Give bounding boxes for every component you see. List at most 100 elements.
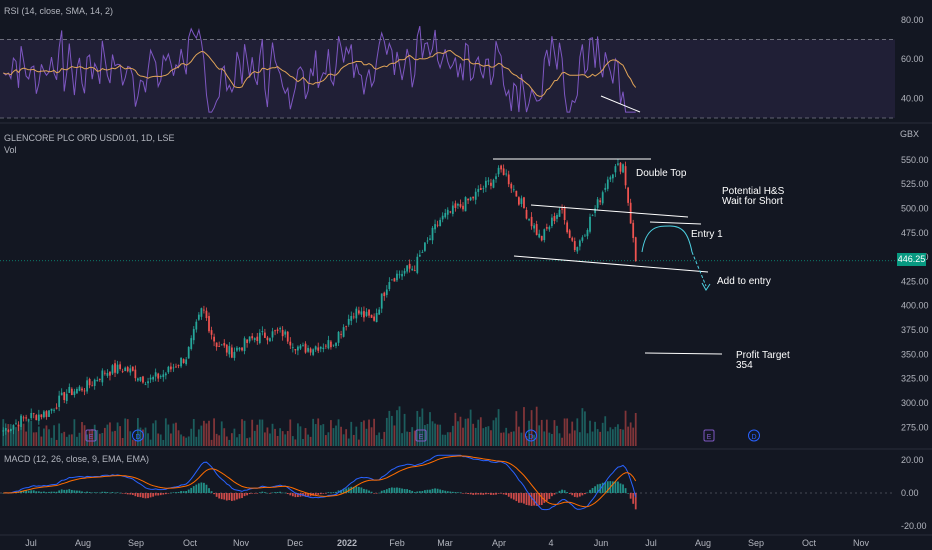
volume-bar: [230, 433, 233, 446]
candle: [264, 328, 266, 339]
hs-label-line2[interactable]: Wait for Short: [722, 196, 783, 207]
candle: [627, 186, 629, 206]
candle: [327, 335, 330, 350]
volume-bar: [149, 439, 152, 446]
macd-hist-bar: [2, 493, 5, 494]
profit-target-line: [644, 352, 723, 355]
candle: [370, 314, 373, 318]
macd-hist-bar: [258, 492, 261, 493]
volume-bar: [429, 412, 431, 446]
candle: [591, 214, 594, 217]
candle: [172, 363, 175, 372]
candle: [457, 202, 459, 209]
candle: [167, 365, 170, 374]
macd-hist-bar: [611, 481, 614, 493]
candle: [398, 270, 401, 279]
macd-hist-bar: [70, 489, 73, 493]
candle: [375, 308, 378, 323]
macd-hist-bar: [497, 493, 500, 494]
candle: [258, 329, 261, 345]
candle: [236, 346, 238, 353]
macd-hist-bar: [632, 493, 635, 504]
macd-hist-bar: [243, 493, 246, 497]
add-entry-label[interactable]: Add to entry: [717, 276, 771, 287]
macd-hist-bar: [368, 490, 370, 493]
macd-hist-bar: [192, 486, 195, 493]
volume-bar: [187, 436, 190, 446]
projected-shoulder-arc: [641, 225, 693, 253]
candle: [515, 190, 518, 197]
macd-hist-bar: [291, 493, 294, 497]
volume-bar: [584, 411, 586, 446]
candle: [251, 333, 254, 341]
candle: [248, 336, 251, 344]
symbol-title[interactable]: GLENCORE PLC ORD USD0.01, 1D, LSE: [4, 133, 175, 143]
volume-bar: [477, 419, 480, 446]
macd-hist-bar: [576, 493, 579, 498]
volume-bar: [345, 429, 348, 446]
macd-hist-bar: [124, 493, 127, 494]
macd-hist-bar: [139, 493, 142, 498]
volume-bar: [581, 408, 584, 446]
volume-bar: [538, 425, 541, 446]
volume-bar: [490, 430, 492, 446]
macd-hist-bar: [355, 486, 358, 493]
macd-hist-bar: [269, 493, 271, 494]
macd-hist-bar: [426, 489, 429, 493]
macd-hist-bar: [627, 492, 629, 494]
x-axis-label-3: Oct: [183, 538, 198, 548]
macd-hist-bar: [73, 490, 76, 493]
candle: [314, 345, 317, 352]
macd-hist-bar: [27, 490, 30, 493]
macd-hist-bar: [111, 491, 114, 493]
entry1-label[interactable]: Entry 1: [691, 229, 723, 240]
volume-bar: [139, 427, 142, 446]
profit-target-label-line2[interactable]: 354: [736, 360, 753, 371]
earnings-marker-0: [85, 429, 97, 442]
macd-hist-bar: [525, 493, 528, 505]
volume-bar: [25, 431, 28, 446]
candle: [243, 336, 246, 355]
candle: [228, 342, 231, 358]
macd-hist-bar: [436, 488, 439, 493]
macd-hist-bar: [360, 487, 363, 493]
candle: [599, 197, 602, 205]
macd-hist-bar: [601, 482, 604, 493]
x-axis-label-15: Oct: [802, 538, 817, 548]
volume-bar: [380, 438, 383, 446]
candle: [139, 376, 142, 382]
volume-bar: [342, 434, 345, 446]
entry1-line: [649, 221, 702, 225]
hs-label-line1[interactable]: Potential H&S: [722, 186, 785, 197]
candle: [484, 177, 487, 193]
volume-bar: [578, 432, 581, 446]
macd-hist-bar: [530, 493, 533, 506]
volume-bar: [45, 425, 48, 446]
double-top-label[interactable]: Double Top: [636, 168, 687, 179]
volume-bar: [525, 435, 528, 446]
candle: [103, 370, 106, 376]
volume-bar: [556, 425, 558, 446]
volume-bar: [357, 439, 360, 446]
profit-target-label-line1[interactable]: Profit Target: [736, 350, 790, 361]
volume-bar: [512, 431, 515, 446]
macd-hist-bar: [431, 488, 434, 493]
candle: [200, 307, 203, 320]
macd-hist-bar: [144, 493, 147, 499]
macd-hist-bar: [324, 493, 327, 494]
macd-tick-1: 0.00: [901, 488, 919, 498]
macd-hist-bar: [454, 492, 457, 493]
macd-hist-bar: [297, 493, 299, 498]
candle: [634, 236, 637, 262]
macd-hist-bar: [545, 493, 548, 501]
x-axis-label-12: Jul: [645, 538, 657, 548]
macd-hist-bar: [439, 489, 442, 493]
candle: [220, 343, 223, 346]
candle: [609, 175, 612, 182]
volume-bar: [12, 426, 15, 446]
macd-hist-bar: [96, 492, 99, 493]
candle: [340, 330, 342, 339]
candle: [253, 337, 256, 343]
candle: [518, 196, 520, 206]
